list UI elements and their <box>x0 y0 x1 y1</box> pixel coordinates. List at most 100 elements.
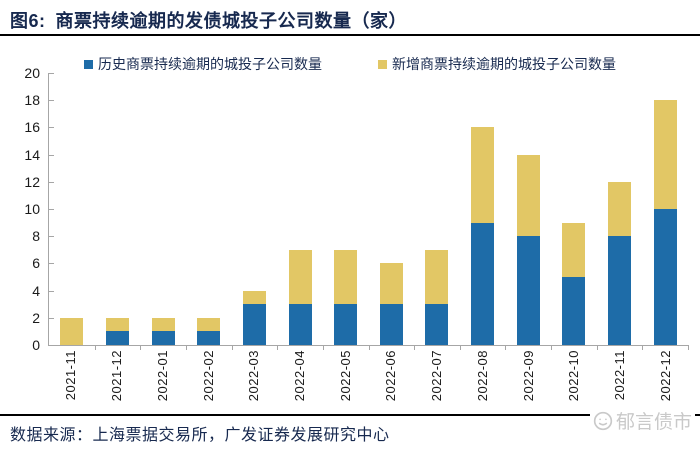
x-tick-label: 2022-09 <box>520 350 536 402</box>
bar-segment-new <box>288 249 312 305</box>
bar-slot <box>232 73 278 345</box>
bar-slot <box>140 73 186 345</box>
bar-segment-new <box>197 317 221 332</box>
x-tick-label: 2022-12 <box>657 350 673 402</box>
bar-segment-new <box>379 263 403 305</box>
x-tick-label: 2022-05 <box>337 350 353 402</box>
y-tick-mark <box>49 73 54 74</box>
y-tick-mark <box>49 236 54 238</box>
stacked-bar-2022-01 <box>151 317 175 345</box>
y-tick-mark <box>49 290 54 292</box>
stacked-bar-2022-11 <box>608 181 631 345</box>
y-tick-label: 12 <box>24 173 40 190</box>
x-tick-mark <box>551 345 553 350</box>
legend-label-history: 历史商票持续逾期的城投子公司数量 <box>98 56 322 72</box>
watermark-text: 郁言债市 <box>615 412 692 433</box>
bar-segment-new <box>425 249 449 305</box>
x-tick-mark <box>596 345 598 350</box>
y-tick-mark <box>49 317 54 319</box>
bar-segment-history <box>105 331 129 345</box>
y-tick-mark <box>49 263 54 265</box>
x-tick-mark <box>185 345 187 350</box>
bar-slot <box>414 73 460 345</box>
bar-segment-new <box>105 317 129 332</box>
x-tick-mark <box>140 345 142 350</box>
bar-segment-new <box>608 181 631 237</box>
bar-slot <box>277 73 323 345</box>
y-tick-label: 14 <box>24 146 40 163</box>
stacked-bar-2022-02 <box>197 317 221 345</box>
stacked-bar-2022-03 <box>242 290 266 345</box>
bar-segment-history <box>608 236 631 345</box>
x-tick-mark <box>277 345 279 350</box>
bar-segment-new <box>471 127 495 223</box>
y-axis-labels: 0 2 4 6 8 10 12 14 16 18 20 <box>0 66 40 352</box>
x-tick-label: 2022-06 <box>383 350 399 402</box>
bar-segment-history <box>288 304 312 345</box>
legend-item-history: 历史商票持续逾期的城投子公司数量 <box>84 54 322 74</box>
y-tick-mark <box>49 209 54 210</box>
stacked-bar-2022-04 <box>288 249 312 345</box>
x-tick-mark <box>368 345 370 350</box>
bar-slot <box>186 73 232 345</box>
bar-segment-new <box>151 317 175 332</box>
bar-segment-new <box>242 290 266 305</box>
bar-segment-new <box>562 222 586 277</box>
wechat-account-logo-icon <box>593 411 613 430</box>
bar-slot <box>49 73 95 345</box>
stacked-bar-2022-12 <box>653 100 677 345</box>
bar-slot <box>597 73 643 345</box>
x-tick-mark <box>459 345 461 350</box>
bar-segment-new <box>60 317 84 345</box>
stacked-bar-2022-06 <box>379 263 403 345</box>
chart-title: 图6: 商票持续逾期的发债城投子公司数量（家） <box>10 7 407 33</box>
bar-segment-history <box>151 331 175 345</box>
plot-area <box>48 73 689 350</box>
legend-item-new: 新增商票持续逾期的城投子公司数量 <box>378 54 616 74</box>
x-axis-labels: 2021-11 2021-12 2022-01 2022-02 2022-03 2022-… <box>48 350 688 410</box>
y-tick-mark <box>49 127 54 129</box>
bar-segment-history <box>197 331 221 345</box>
y-tick-label: 4 <box>32 282 40 299</box>
x-tick-label: 2022-02 <box>200 350 216 402</box>
y-tick-label: 8 <box>32 228 40 245</box>
x-tick-label: 2022-10 <box>566 350 582 402</box>
y-tick-mark <box>49 181 54 183</box>
x-tick-mark <box>642 345 644 350</box>
chart-title-text: 商票持续逾期的发债城投子公司数量（家） <box>55 11 408 31</box>
legend-label-new: 新增商票持续逾期的城投子公司数量 <box>392 56 616 72</box>
footer-divider <box>0 414 700 416</box>
bar-slot <box>323 73 369 345</box>
y-tick-label: 20 <box>24 65 40 81</box>
x-tick-label: 2022-03 <box>246 350 262 402</box>
bar-slot <box>505 73 551 345</box>
x-tick-mark <box>414 345 416 350</box>
stacked-bar-2022-08 <box>471 127 495 345</box>
bar-segment-history <box>334 304 358 345</box>
y-tick-label: 16 <box>24 119 40 136</box>
title-divider <box>0 34 700 36</box>
x-tick-label: 2022-07 <box>429 350 445 402</box>
legend-swatch-history <box>84 59 93 69</box>
stacked-bar-2022-09 <box>516 154 540 345</box>
bar-segment-new <box>516 154 540 237</box>
x-tick-mark <box>688 345 689 350</box>
bar-segment-history <box>516 236 540 345</box>
watermark: 郁言债市 <box>589 407 695 434</box>
y-tick-mark <box>49 154 54 156</box>
bar-slot <box>642 73 688 345</box>
y-tick-label: 0 <box>32 337 40 353</box>
stacked-bar-2021-11 <box>60 317 84 345</box>
y-tick-label: 2 <box>32 309 40 326</box>
bar-segment-new <box>334 249 358 305</box>
bar-segment-history <box>425 304 449 345</box>
bar-slot <box>460 73 506 345</box>
bar-segment-new <box>653 100 677 209</box>
x-tick-label: 2022-01 <box>154 350 170 402</box>
y-tick-label: 18 <box>24 92 40 109</box>
bar-series-container <box>49 73 688 345</box>
x-tick-label: 2021-12 <box>109 350 125 402</box>
bar-segment-history <box>242 304 266 345</box>
x-tick-label: 2022-04 <box>291 350 307 402</box>
